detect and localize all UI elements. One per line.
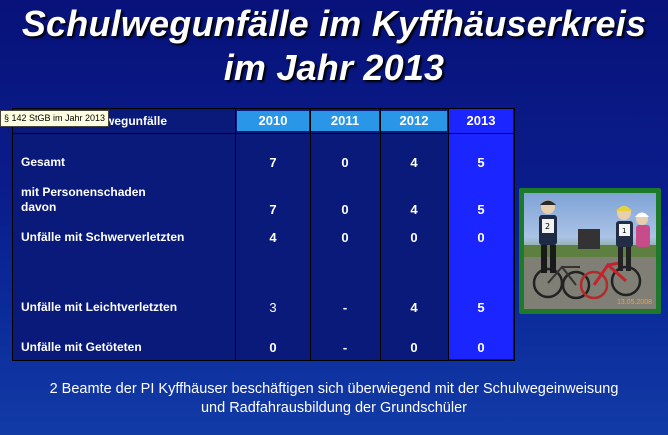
table-cell: - — [342, 300, 348, 315]
table-cell: 4 — [410, 300, 418, 315]
photo-frame: 2 1 13.05.2008 — [519, 188, 661, 314]
photo-date-stamp: 13.05.2008 — [616, 299, 652, 306]
column-divider — [235, 109, 236, 360]
cyclists-photo: 2 1 13.05.2008 — [524, 193, 656, 309]
column-divider — [448, 109, 449, 360]
svg-text:2: 2 — [545, 222, 550, 231]
year-header-2012: 2012 — [381, 111, 447, 131]
table-cell: 0 — [341, 155, 349, 170]
table-cell: 5 — [477, 300, 485, 315]
row-label-personenschaden: mit Personenschaden davon — [21, 185, 146, 214]
table-cell: 0 — [341, 202, 349, 217]
year-header-2011: 2011 — [311, 111, 379, 131]
table-cell: 0 — [477, 340, 485, 355]
row-label-leichtverletzte: Unfälle mit Leichtverletzten — [21, 300, 178, 314]
footer-text-line1: 2 Beamte der PI Kyffhäuser beschäftigen … — [49, 381, 619, 397]
year-header-2010: 2010 — [237, 111, 309, 131]
year-header-2013: 2013 — [449, 111, 513, 131]
table-cell: 0 — [410, 340, 418, 355]
row-label-gesamt: Gesamt — [21, 155, 66, 169]
table-cell: 0 — [410, 230, 418, 245]
children-with-bicycles-illustration: 2 1 — [524, 200, 656, 309]
table-cell: 7 — [269, 202, 277, 217]
table-cell: 7 — [269, 155, 277, 170]
page-title: Schulwegunfälle im Kyffhäuserkreis — [21, 3, 647, 44]
table-cell: 5 — [477, 202, 485, 217]
column-2013-highlight: 2013 — [449, 109, 513, 359]
table-cell: 0 — [341, 230, 349, 245]
accident-table: 2010 2011 2012 2013 Gesamt mit Personens… — [12, 108, 515, 361]
table-cell: 4 — [410, 202, 418, 217]
header-divider — [13, 133, 514, 134]
svg-text:1: 1 — [622, 227, 626, 235]
page-subtitle: im Jahr 2013 — [223, 47, 445, 88]
column-divider — [380, 109, 381, 360]
row-label-getoetete: Unfälle mit Getöteten — [21, 340, 142, 354]
column-divider — [310, 109, 311, 360]
table-header-label: wegunfälle — [105, 114, 168, 128]
table-cell: - — [342, 340, 348, 355]
table-cell: 4 — [410, 155, 418, 170]
footer-text-line2: und Radfahrausbildung der Grundschüler — [200, 400, 467, 416]
table-cell: 0 — [269, 340, 277, 355]
table-cell: 4 — [269, 230, 277, 245]
tooltip: § 142 StGB im Jahr 2013 — [0, 110, 110, 127]
row-label-schwerverletzte: Unfälle mit Schwerverletzten — [21, 230, 185, 244]
table-cell: 3 — [269, 300, 277, 315]
table-cell: 0 — [477, 230, 485, 245]
table-cell: 5 — [477, 155, 485, 170]
